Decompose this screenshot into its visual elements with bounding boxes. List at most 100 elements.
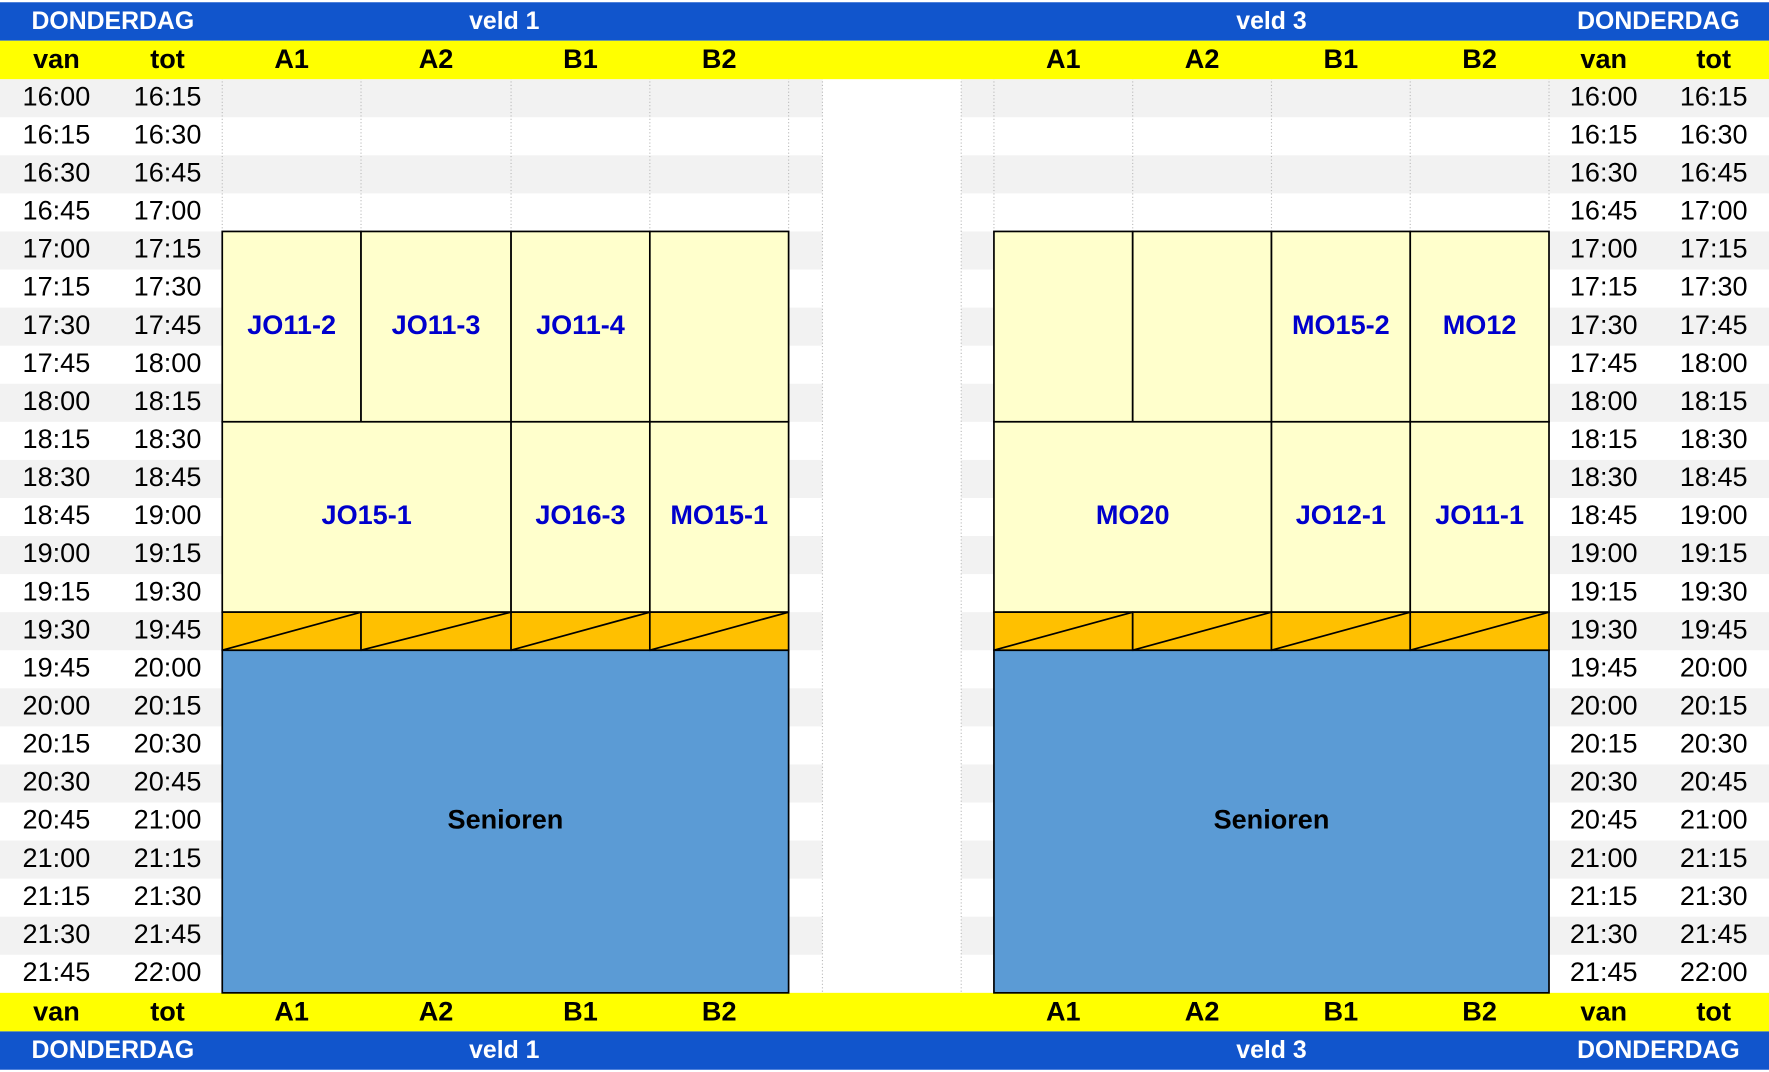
field-column-header: B2 [702,995,737,1026]
block [510,420,651,613]
time-from: 19:30 [23,613,91,644]
break-diagonal [222,611,362,652]
field-column-header: B2 [1462,43,1497,74]
field-column-header: A2 [419,43,454,74]
time-from: 20:00 [1570,689,1638,720]
time-to: 20:00 [1680,651,1748,682]
day-label: DONDERDAG [1577,8,1740,35]
team-label: MO15-1 [670,499,768,530]
time-to: 20:45 [134,766,202,797]
time-to: 18:45 [134,461,202,492]
row-stripe [961,155,1769,194]
time-from: 19:15 [23,575,91,606]
team-label: JO15-1 [322,499,412,530]
time-from: 17:45 [23,347,91,378]
team-label: JO11-2 [247,309,336,340]
time-from: 18:45 [23,499,91,530]
time-to: 18:15 [1680,385,1748,416]
time-from: 20:00 [23,689,91,720]
tot-header: tot [150,43,185,74]
time-from: 20:45 [1570,804,1638,835]
time-to: 18:15 [134,385,202,416]
day-band [0,1031,1769,1070]
block [648,230,790,423]
tot-header: tot [1696,43,1731,74]
time-to: 18:30 [1680,423,1748,454]
team-label: JO16-3 [535,499,625,530]
time-to: 20:00 [134,651,202,682]
time-to: 20:15 [1680,689,1748,720]
field-column-header: A2 [1185,43,1220,74]
time-to: 21:15 [134,842,202,873]
row-stripe [0,155,823,194]
time-to: 21:30 [134,880,202,911]
break-diagonal [649,611,789,652]
field-column-header: B1 [1324,43,1359,74]
field-label: veld 3 [1236,8,1306,35]
time-from: 17:00 [1570,233,1638,264]
field-column-header: A2 [1185,995,1220,1026]
time-to: 21:30 [1680,880,1748,911]
break-diagonal [1410,611,1550,652]
time-to: 16:30 [1680,118,1748,149]
time-from: 21:15 [1570,880,1638,911]
van-header: van [1580,43,1627,74]
block [221,649,790,994]
time-from: 18:45 [1570,499,1638,530]
time-to: 18:00 [134,347,202,378]
time-to: 17:30 [1680,271,1748,302]
time-from: 16:30 [23,156,91,187]
field-column-header: A1 [1046,995,1081,1026]
field-column-header: A1 [274,43,309,74]
time-from: 16:00 [1570,80,1638,111]
time-from: 18:00 [1570,385,1638,416]
time-from: 18:30 [1570,461,1638,492]
time-to: 21:15 [1680,842,1748,873]
time-to: 16:15 [134,80,202,111]
time-from: 16:45 [23,195,91,226]
time-to: 20:30 [134,728,202,759]
van-header: van [33,995,80,1026]
time-from: 19:30 [1570,613,1638,644]
time-from: 20:45 [23,804,91,835]
team-label: MO20 [1096,499,1170,530]
time-to: 22:00 [134,956,202,987]
day-label: DONDERDAG [1577,1037,1740,1064]
time-from: 21:30 [23,918,91,949]
time-to: 16:45 [134,156,202,187]
break-diagonal [1132,611,1272,652]
day-label: DONDERDAG [32,8,195,35]
time-from: 21:45 [23,956,91,987]
time-to: 19:45 [1680,613,1748,644]
time-to: 20:30 [1680,728,1748,759]
day-label: DONDERDAG [32,1037,195,1064]
time-to: 17:45 [134,309,202,340]
time-from: 17:15 [1570,271,1638,302]
block [993,649,1550,994]
time-to: 19:00 [134,499,202,530]
time-from: 19:00 [23,537,91,568]
field-column-header: B1 [563,43,598,74]
field-label: veld 3 [1236,1037,1306,1064]
time-to: 18:30 [134,423,202,454]
time-from: 21:15 [23,880,91,911]
time-to: 17:45 [1680,309,1748,340]
field-column-header: A2 [419,995,454,1026]
field-label: veld 1 [469,1037,539,1064]
block [360,230,512,423]
time-to: 17:00 [134,195,202,226]
time-from: 20:30 [23,766,91,797]
block [1270,230,1412,423]
day-band [0,2,1769,41]
time-from: 16:15 [1570,118,1638,149]
time-from: 20:15 [23,728,91,759]
time-from: 17:00 [23,233,91,264]
time-to: 18:00 [1680,347,1748,378]
block [993,230,1134,423]
time-to: 21:45 [134,918,202,949]
block [1270,420,1412,613]
time-to: 17:15 [134,233,202,264]
time-to: 16:30 [134,118,202,149]
time-from: 18:15 [1570,423,1638,454]
field-label: veld 1 [469,8,539,35]
